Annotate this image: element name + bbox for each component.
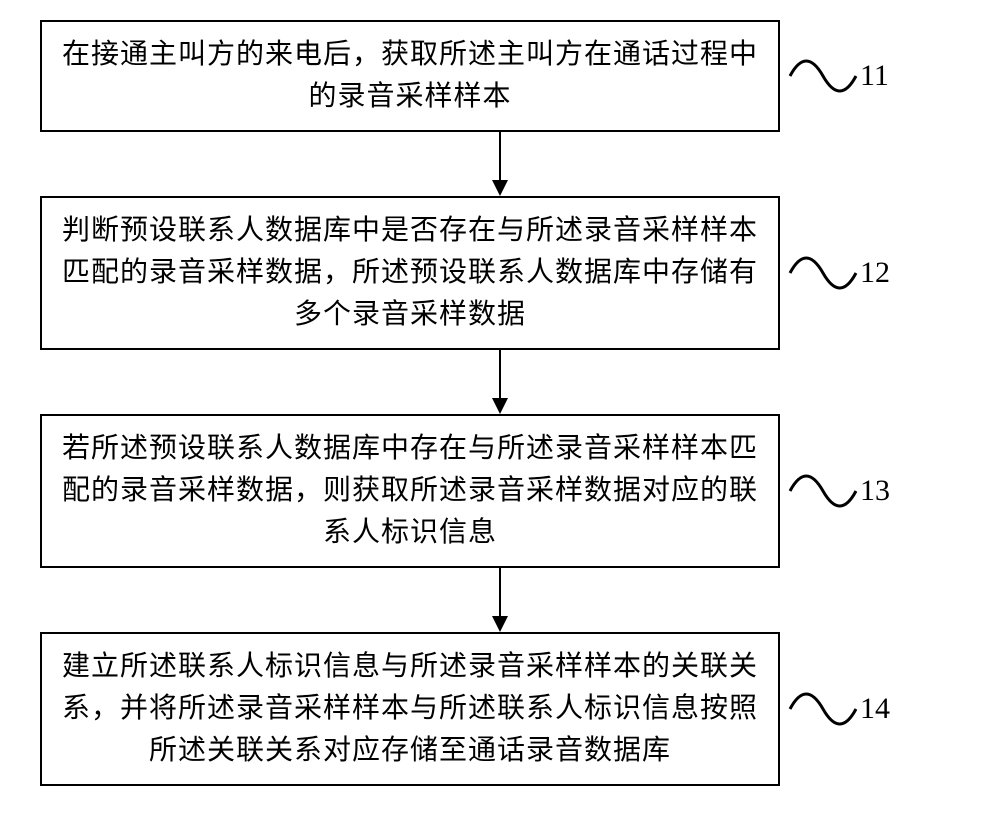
label-group-1: 11 (788, 51, 889, 101)
step-text-4: 建立所述联系人标识信息与所述录音采样样本的关联关系，并将所述录音采样样本与所述联… (60, 646, 760, 772)
flowchart-container: 在接通主叫方的来电后，获取所述主叫方在通话过程中的录音采样样本 11 判断预设联… (40, 20, 960, 786)
step-box-3: 若所述预设联系人数据库中存在与所述录音采样样本匹配的录音采样数据，则获取所述录音… (40, 414, 780, 568)
step-box-2: 判断预设联系人数据库中是否存在与所述录音采样样本匹配的录音采样数据，所述预设联系… (40, 196, 780, 350)
step-label-4: 14 (860, 692, 890, 726)
sine-connector-4 (788, 684, 858, 734)
label-group-2: 12 (788, 248, 890, 298)
step-row-1: 在接通主叫方的来电后，获取所述主叫方在通话过程中的录音采样样本 11 (40, 20, 960, 132)
step-text-1: 在接通主叫方的来电后，获取所述主叫方在通话过程中的录音采样样本 (60, 34, 760, 118)
arrow-1 (130, 132, 870, 196)
step-label-1: 11 (860, 59, 889, 93)
step-row-4: 建立所述联系人标识信息与所述录音采样样本的关联关系，并将所述录音采样样本与所述联… (40, 632, 960, 786)
step-box-4: 建立所述联系人标识信息与所述录音采样样本的关联关系，并将所述录音采样样本与所述联… (40, 632, 780, 786)
label-group-3: 13 (788, 466, 890, 516)
label-group-4: 14 (788, 684, 890, 734)
sine-connector-1 (788, 51, 858, 101)
step-row-2: 判断预设联系人数据库中是否存在与所述录音采样样本匹配的录音采样数据，所述预设联系… (40, 196, 960, 350)
step-label-3: 13 (860, 474, 890, 508)
step-text-3: 若所述预设联系人数据库中存在与所述录音采样样本匹配的录音采样数据，则获取所述录音… (60, 428, 760, 554)
sine-connector-3 (788, 466, 858, 516)
sine-connector-2 (788, 248, 858, 298)
arrow-3 (130, 568, 870, 632)
step-text-2: 判断预设联系人数据库中是否存在与所述录音采样样本匹配的录音采样数据，所述预设联系… (60, 210, 760, 336)
step-box-1: 在接通主叫方的来电后，获取所述主叫方在通话过程中的录音采样样本 (40, 20, 780, 132)
step-row-3: 若所述预设联系人数据库中存在与所述录音采样样本匹配的录音采样数据，则获取所述录音… (40, 414, 960, 568)
arrow-2 (130, 350, 870, 414)
step-label-2: 12 (860, 256, 890, 290)
